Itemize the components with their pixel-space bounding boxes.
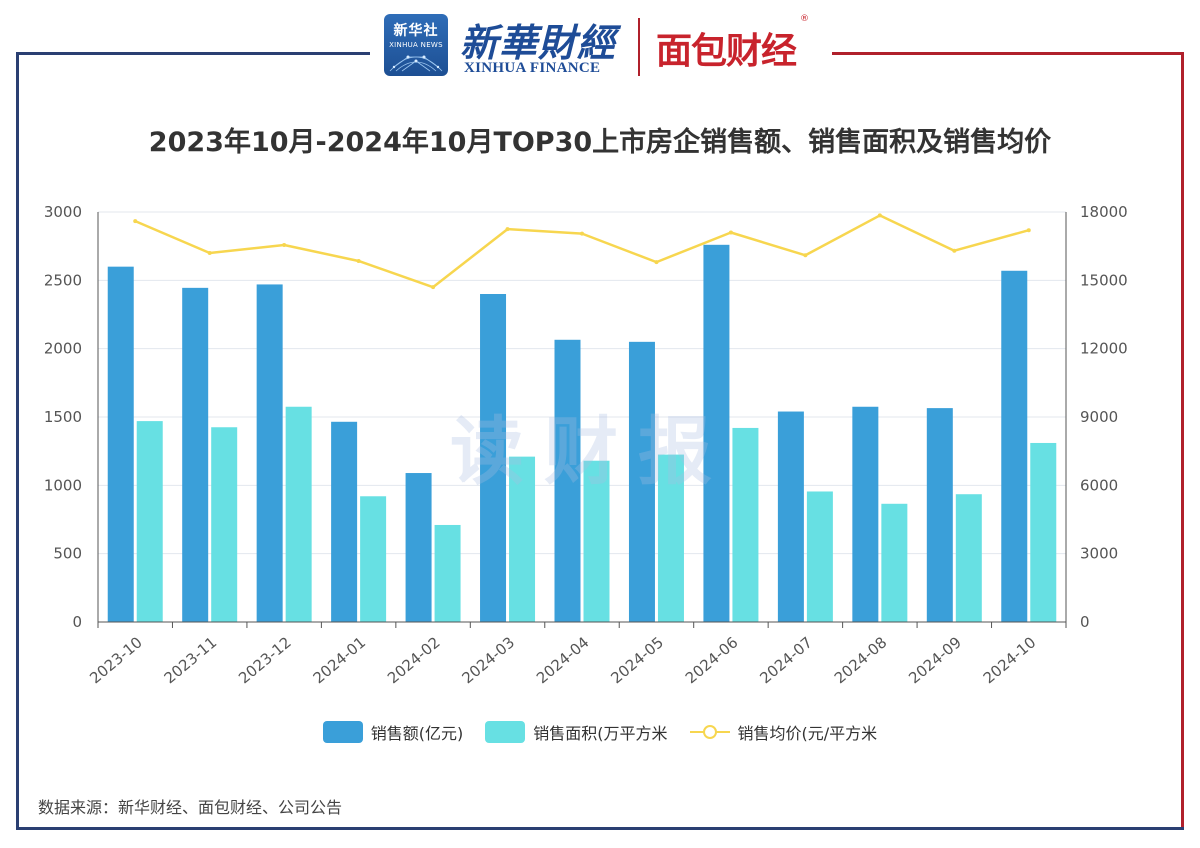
x-axis-category-label: 2024-07 xyxy=(756,633,816,687)
logo-divider xyxy=(638,18,640,76)
frame-bottom xyxy=(16,827,1184,830)
bar-sales-amount xyxy=(480,294,507,622)
x-axis-category-label: 2024-01 xyxy=(310,633,370,687)
left-axis-tick-label: 500 xyxy=(53,545,82,563)
bar-sales-area xyxy=(657,454,684,622)
frame-left xyxy=(16,52,19,830)
bar-sales-amount xyxy=(107,266,134,622)
frame-top-right xyxy=(832,52,1184,55)
bar-sales-amount xyxy=(852,406,879,622)
bar-sales-area xyxy=(806,491,833,622)
point-avg-price xyxy=(431,285,436,290)
bar-sales-amount xyxy=(777,411,804,622)
left-axis-tick-label: 1000 xyxy=(44,476,82,494)
legend-swatch-sales-area xyxy=(485,721,526,743)
left-axis-tick-label: 0 xyxy=(72,613,82,631)
bar-sales-area xyxy=(360,496,387,622)
bar-sales-amount xyxy=(703,244,730,623)
point-avg-price xyxy=(952,248,957,253)
x-axis-category-label: 2024-10 xyxy=(980,633,1040,687)
bar-sales-amount xyxy=(554,339,581,622)
point-avg-price xyxy=(728,230,733,235)
x-axis-category-label: 2023-10 xyxy=(86,633,146,687)
point-avg-price xyxy=(282,243,287,248)
xinhua-news-logo: 新华社 XINHUA NEWS xyxy=(384,14,448,76)
bar-sales-area xyxy=(955,494,982,622)
grid-lines xyxy=(98,211,1066,555)
line-series xyxy=(133,213,1031,290)
legend-label-avg-price: 销售均价(元/平方米 xyxy=(737,724,878,743)
line-avg-price xyxy=(134,214,1030,289)
legend-item-sales-area[interactable]: 销售面积(万平方米 xyxy=(485,720,668,744)
right-axis-tick-label: 3000 xyxy=(1080,545,1118,563)
xinhua-badge-cn: 新华社 xyxy=(393,23,439,39)
bar-sales-area xyxy=(881,503,908,622)
left-axis-tick-label: 2500 xyxy=(44,271,82,289)
bar-sales-area xyxy=(136,421,163,622)
legend-label-sales-amount: 销售额(亿元) xyxy=(370,724,464,743)
bar-sales-area xyxy=(211,427,238,622)
bar-sales-area xyxy=(732,427,759,622)
right-axis-tick-label: 6000 xyxy=(1080,476,1118,494)
mianbao-finance-logo: 面包财经 xyxy=(656,31,797,72)
bar-sales-area xyxy=(434,524,461,622)
point-avg-price xyxy=(356,258,361,263)
right-axis-tick-label: 9000 xyxy=(1080,408,1118,426)
bar-series xyxy=(107,244,1057,623)
bar-sales-area xyxy=(583,460,610,622)
chart-legend: 销售额(亿元) 销售面积(万平方米 销售均价(元/平方米 xyxy=(0,720,1200,744)
x-axis-category-label: 2024-03 xyxy=(459,633,519,687)
x-axis-category-label: 2024-08 xyxy=(831,633,891,687)
right-axis-tick-label: 12000 xyxy=(1080,340,1128,358)
point-avg-price xyxy=(580,231,584,236)
xinhua-badge-en: XINHUA NEWS xyxy=(389,41,443,49)
xinhua-finance-logo-en: XINHUA FINANCE xyxy=(464,60,601,76)
point-avg-price xyxy=(1026,228,1031,233)
bar-sales-amount xyxy=(182,287,209,622)
frame-top-left xyxy=(16,52,370,55)
legend-swatch-sales-amount xyxy=(322,721,363,743)
frame-right xyxy=(1181,52,1184,830)
left-axis-tick-label: 1500 xyxy=(44,408,82,426)
x-axis-category-label: 2024-04 xyxy=(533,633,593,687)
left-axis-tick-label: 2000 xyxy=(44,340,82,358)
point-avg-price xyxy=(654,260,659,265)
point-avg-price xyxy=(207,251,212,255)
point-avg-price xyxy=(877,213,882,218)
x-axis-category-label: 2024-05 xyxy=(607,633,667,687)
x-axis-category-label: 2023-11 xyxy=(161,633,221,687)
bar-sales-amount xyxy=(1001,270,1028,622)
legend-item-avg-price[interactable]: 销售均价(元/平方米 xyxy=(689,720,878,744)
bar-sales-amount xyxy=(926,408,953,622)
point-avg-price xyxy=(803,253,808,258)
left-axis-tick-label: 3000 xyxy=(44,203,82,221)
header-logos: 新华社 XINHUA NEWS 新華財經 XINHUA FINANCE 面包财经… xyxy=(384,12,824,82)
right-axis-tick-label: 18000 xyxy=(1080,203,1128,221)
bar-sales-amount xyxy=(331,421,358,622)
x-axis-category-label: 2024-02 xyxy=(384,633,444,687)
bar-sales-amount xyxy=(256,284,283,622)
point-avg-price xyxy=(133,219,138,224)
bar-sales-area xyxy=(509,456,536,622)
bar-sales-area xyxy=(1030,442,1057,622)
x-axis-category-label: 2023-12 xyxy=(235,633,295,687)
legend-label-sales-area: 销售面积(万平方米 xyxy=(533,724,668,743)
xinhua-finance-logo-cn: 新華財經 xyxy=(460,20,617,65)
source-note: 数据来源：新华财经、面包财经、公司公告 xyxy=(38,798,343,817)
right-axis-tick-label: 15000 xyxy=(1080,271,1128,289)
globe-network-icon xyxy=(389,55,443,72)
x-axis-category-label: 2024-09 xyxy=(905,633,965,687)
bar-sales-area xyxy=(285,406,312,622)
point-avg-price xyxy=(505,227,510,232)
right-axis-tick-label: 0 xyxy=(1080,613,1090,631)
x-axis-category-label: 2024-06 xyxy=(682,633,742,687)
bar-sales-amount xyxy=(405,473,432,622)
chart-title: 2023年10月-2024年10月TOP30上市房企销售额、销售面积及销售均价 xyxy=(148,127,1052,158)
bar-sales-amount xyxy=(628,341,655,622)
legend-swatch-avg-price xyxy=(689,721,730,743)
legend-item-sales-amount[interactable]: 销售额(亿元) xyxy=(322,720,464,744)
registered-mark: ® xyxy=(800,14,809,24)
